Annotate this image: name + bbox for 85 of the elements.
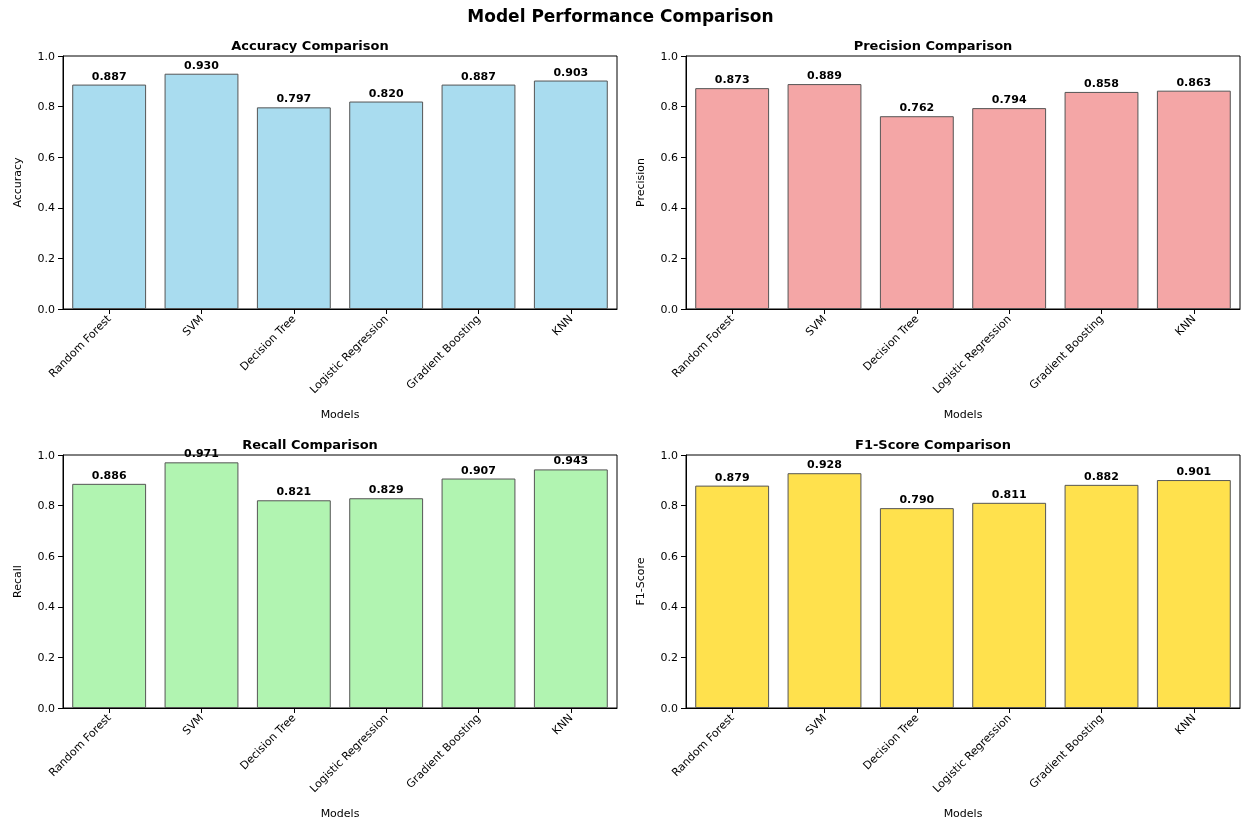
x-axis-title: Models — [943, 408, 983, 421]
bar — [787, 473, 862, 708]
data-label: 0.879 — [714, 470, 750, 484]
x-axis-title: Models — [320, 408, 360, 421]
bar — [256, 500, 331, 708]
y-axis-title: F1-Score — [634, 557, 647, 606]
y-tick-label: 0.2 — [660, 251, 678, 265]
bar — [695, 88, 770, 309]
y-tick-label: 0.4 — [660, 201, 678, 215]
y-tick-label: 0.4 — [37, 201, 55, 215]
data-label: 0.943 — [553, 454, 589, 468]
data-label: 0.829 — [368, 483, 404, 497]
data-label: 0.887 — [461, 69, 496, 83]
text: Model Performance Comparison — [466, 6, 775, 26]
bar — [972, 502, 1047, 708]
data-label: 0.882 — [1084, 469, 1119, 483]
data-label: 0.873 — [714, 73, 750, 87]
bar — [1064, 91, 1139, 309]
bar — [441, 478, 516, 708]
bar — [879, 116, 954, 309]
data-label: 0.790 — [899, 493, 935, 507]
data-label: 0.762 — [899, 101, 935, 115]
bar — [787, 84, 862, 309]
y-tick-label: 0.2 — [660, 650, 678, 664]
bar — [695, 485, 770, 708]
chart-title: Recall Comparison — [242, 437, 378, 452]
y-tick-label: 0.8 — [37, 100, 55, 114]
bar — [72, 483, 147, 708]
bar — [533, 469, 608, 708]
bar — [972, 108, 1047, 309]
y-tick-label: 0.2 — [37, 251, 55, 265]
bar — [1156, 480, 1231, 708]
bar — [72, 84, 147, 309]
y-tick-label: 0.6 — [37, 549, 55, 563]
data-label: 0.821 — [276, 485, 312, 499]
chart-title: Precision Comparison — [853, 38, 1013, 53]
data-label: 0.797 — [276, 92, 312, 106]
y-tick-label: 1.0 — [660, 49, 678, 63]
y-tick-label: 0.0 — [37, 701, 55, 715]
data-label: 0.887 — [91, 69, 127, 83]
y-tick-label: 0.8 — [660, 499, 678, 513]
bar — [533, 80, 608, 309]
data-label: 0.903 — [553, 65, 589, 79]
data-label: 0.858 — [1084, 76, 1119, 90]
bar — [441, 84, 516, 309]
y-axis-title: Recall — [11, 565, 24, 598]
y-tick-label: 1.0 — [37, 49, 55, 63]
data-label: 0.820 — [368, 86, 404, 100]
bar — [256, 107, 331, 309]
bar — [1064, 484, 1139, 708]
y-tick-label: 0.8 — [37, 499, 55, 513]
data-label: 0.886 — [91, 468, 127, 482]
data-label: 0.907 — [461, 463, 496, 477]
y-tick-label: 0.0 — [37, 302, 55, 316]
data-label: 0.930 — [184, 58, 220, 72]
chart-title: F1-Score Comparison — [855, 437, 1011, 452]
y-tick-label: 0.6 — [660, 150, 678, 164]
y-tick-label: 0.4 — [37, 600, 55, 614]
y-tick-label: 1.0 — [660, 448, 678, 462]
data-label: 0.811 — [991, 487, 1027, 501]
chart-title: Accuracy Comparison — [231, 38, 389, 53]
bar — [349, 498, 424, 708]
bar — [349, 101, 424, 309]
bar — [879, 508, 954, 708]
data-label: 0.901 — [1176, 465, 1212, 479]
data-label: 0.928 — [807, 458, 842, 472]
y-axis-title: Precision — [634, 157, 647, 208]
y-tick-label: 0.6 — [37, 150, 55, 164]
y-tick-label: 0.0 — [660, 302, 678, 316]
y-tick-label: 1.0 — [37, 448, 55, 462]
y-axis-title: Accuracy — [11, 156, 24, 208]
y-tick-label: 0.6 — [660, 549, 678, 563]
y-tick-label: 0.2 — [37, 650, 55, 664]
y-tick-label: 0.0 — [660, 701, 678, 715]
bar — [164, 73, 239, 309]
x-axis-title: Models — [943, 807, 983, 820]
bar — [1156, 90, 1231, 309]
data-label: 0.794 — [991, 93, 1027, 107]
data-label: 0.971 — [184, 447, 219, 461]
bar — [164, 462, 239, 708]
data-label: 0.889 — [807, 69, 842, 83]
y-tick-label: 0.8 — [660, 100, 678, 114]
x-axis-title: Models — [320, 807, 360, 820]
data-label: 0.863 — [1176, 75, 1212, 89]
y-tick-label: 0.4 — [660, 600, 678, 614]
